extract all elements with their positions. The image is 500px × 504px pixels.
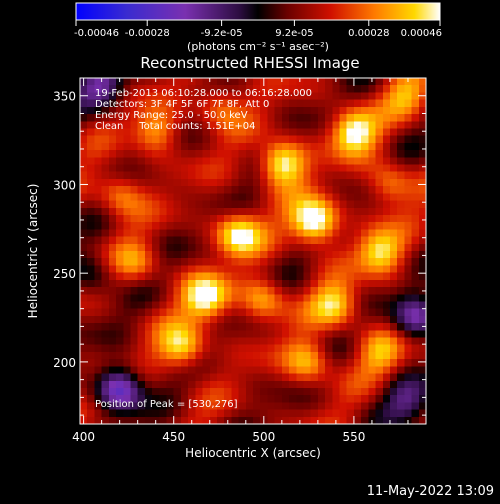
colorbar-ticks: -0.00046 -0.00028 -9.2e-05 9.2e-05 0.00028 0.… (74, 20, 442, 39)
y-tick-label: 200 (53, 356, 76, 370)
x-axis-label: Heliocentric X (arcsec) (185, 446, 321, 460)
colorbar-tick-label: 0.00046 (401, 28, 442, 39)
x-tick-label: 400 (72, 430, 95, 444)
annotations: 19-Feb-2013 06:10:28.000 to 06:16:28.000… (95, 88, 312, 410)
y-tick-label: 350 (53, 90, 76, 104)
colorbar-tick-label: -0.00028 (125, 28, 170, 39)
x-tick-label: 550 (342, 430, 365, 444)
colorbar-tick-label: 0.00028 (348, 28, 389, 39)
x-tick-label: 500 (252, 430, 275, 444)
colorbar-tick-label: 9.2e-05 (275, 28, 313, 39)
y-tick-label: 250 (53, 267, 76, 281)
plot-frame (79, 77, 427, 425)
axis-ticks: 400 450 500 550 200 250 300 350 (53, 77, 427, 444)
colorbar-tick-label: -9.2e-05 (201, 28, 243, 39)
annotation-energy: Energy Range: 25.0 - 50.0 keV (95, 110, 248, 121)
colorbar-units: (photons cm⁻² s⁻¹ asec⁻²) (187, 40, 329, 53)
peak-label: Position of Peak = [530,276] (95, 399, 238, 410)
colorbar (75, 2, 441, 21)
y-axis-label: Heliocentric Y (arcsec) (26, 184, 40, 319)
footer-datetime: 11-May-2022 13:09 (367, 484, 494, 499)
annotation-clean: Clean Total counts: 1.51E+04 (95, 121, 255, 132)
colorbar-tick-label: -0.00046 (74, 28, 119, 39)
chart-title: Reconstructed RHESSI Image (140, 54, 359, 72)
x-tick-label: 450 (162, 430, 185, 444)
heatmap-image (80, 78, 426, 424)
annotation-time: 19-Feb-2013 06:10:28.000 to 06:16:28.000 (95, 88, 312, 99)
annotation-detectors: Detectors: 3F 4F 5F 6F 7F 8F, Att 0 (95, 99, 269, 110)
y-tick-label: 300 (53, 178, 76, 192)
